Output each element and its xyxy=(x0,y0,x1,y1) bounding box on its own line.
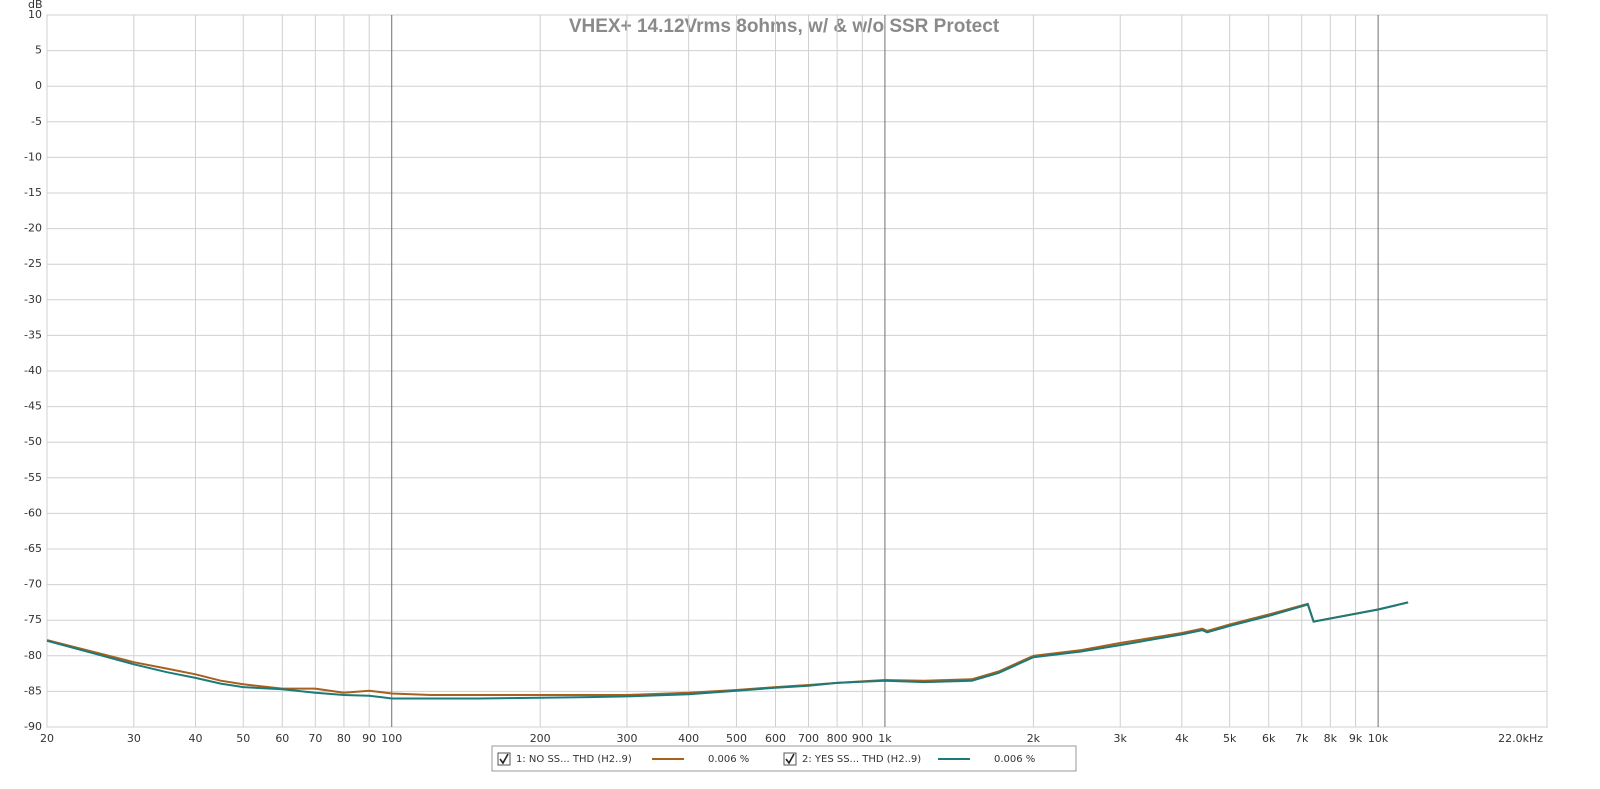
x-tick-label: 800 xyxy=(827,732,848,745)
y-tick-label: -65 xyxy=(24,542,42,555)
x-tick-label: 100 xyxy=(381,732,402,745)
x-tick-label: 10k xyxy=(1368,732,1389,745)
y-tick-label: -20 xyxy=(24,222,42,235)
legend-readout: 0.006 % xyxy=(708,754,749,765)
y-tick-label: 5 xyxy=(35,44,42,57)
y-tick-label: -90 xyxy=(24,720,42,733)
y-tick-label: -25 xyxy=(24,257,42,270)
y-tick-label: -60 xyxy=(24,506,42,519)
y-tick-label: -15 xyxy=(24,186,42,199)
x-tick-label: 20 xyxy=(40,732,54,745)
x-tick-label: 60 xyxy=(275,732,289,745)
x-tick-label: 500 xyxy=(726,732,747,745)
x-tick-label: 400 xyxy=(678,732,699,745)
x-tick-label: 22.0kHz xyxy=(1498,732,1543,745)
y-tick-label: -5 xyxy=(31,115,42,128)
y-tick-label: -35 xyxy=(24,328,42,341)
y-tick-label: -75 xyxy=(24,613,42,626)
series-line xyxy=(46,601,1409,700)
x-tick-label: 700 xyxy=(798,732,819,745)
y-tick-label: -85 xyxy=(24,684,42,697)
x-tick-label: 900 xyxy=(852,732,873,745)
legend-readout: 0.006 % xyxy=(994,754,1035,765)
x-tick-label: 6k xyxy=(1262,732,1276,745)
checkmark xyxy=(499,753,509,765)
y-tick-label: -10 xyxy=(24,150,42,163)
x-tick-label: 7k xyxy=(1295,732,1309,745)
x-tick-label: 90 xyxy=(362,732,376,745)
y-tick-label: -70 xyxy=(24,578,42,591)
x-tick-label: 30 xyxy=(127,732,141,745)
y-tick-label: -55 xyxy=(24,471,42,484)
legend-label: 1: NO SS... THD (H2..9) xyxy=(516,754,632,765)
x-tick-label: 2k xyxy=(1027,732,1041,745)
x-tick-label: 50 xyxy=(236,732,250,745)
legend-label: 2: YES SS... THD (H2..9) xyxy=(802,754,921,765)
x-tick-label: 600 xyxy=(765,732,786,745)
y-tick-label: 0 xyxy=(35,79,42,92)
chart-title: VHEX+ 14.12Vrms 8ohms, w/ & w/o SSR Prot… xyxy=(569,16,1000,37)
y-tick-label: -80 xyxy=(24,649,42,662)
x-tick-label: 300 xyxy=(617,732,638,745)
x-tick-label: 9k xyxy=(1349,732,1363,745)
x-tick-label: 80 xyxy=(337,732,351,745)
x-tick-label: 70 xyxy=(308,732,322,745)
x-tick-label: 200 xyxy=(530,732,551,745)
y-tick-label: -40 xyxy=(24,364,42,377)
y-tick-label: -45 xyxy=(24,400,42,413)
x-tick-label: 40 xyxy=(188,732,202,745)
y-tick-label: 10 xyxy=(28,8,42,21)
x-tick-label: 8k xyxy=(1324,732,1338,745)
y-tick-label: -50 xyxy=(24,435,42,448)
x-tick-label: 5k xyxy=(1223,732,1237,745)
x-tick-label: 3k xyxy=(1114,732,1128,745)
x-tick-label: 1k xyxy=(878,732,892,745)
y-axis-label: dB xyxy=(28,0,43,11)
checkmark xyxy=(785,753,795,765)
x-tick-label: 4k xyxy=(1175,732,1189,745)
y-tick-label: -30 xyxy=(24,293,42,306)
